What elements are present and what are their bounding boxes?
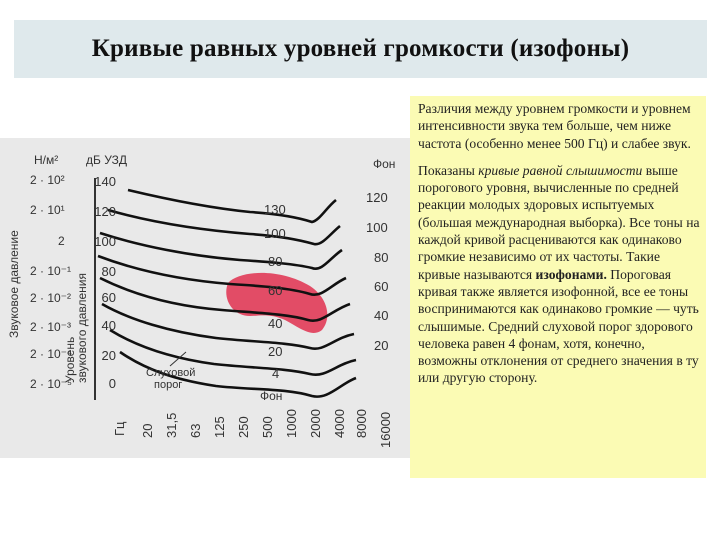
inner-phon-label: 60 bbox=[268, 283, 282, 298]
isophone-chart: Н/м² 2 · 10² 2 · 10¹ 2 2 · 10⁻¹ 2 · 10⁻²… bbox=[7, 153, 395, 448]
freq-tick: 500 bbox=[260, 416, 275, 438]
curve-110 bbox=[107, 208, 341, 246]
inner-phon-label: 40 bbox=[268, 316, 282, 331]
db-tick: 0 bbox=[109, 376, 116, 391]
curve-threshold bbox=[119, 350, 357, 398]
phon-top-label: Фон bbox=[373, 157, 395, 171]
freq-tick: 250 bbox=[236, 416, 251, 438]
threshold-label-1: Слуховой bbox=[146, 367, 195, 379]
freq-ticks: 20 31,5 63 125 250 500 1000 2000 4000 80… bbox=[140, 409, 393, 448]
db-tick: 60 bbox=[102, 290, 116, 305]
pressure-tick: 2 · 10⁻⁵ bbox=[30, 377, 72, 391]
db-tick: 80 bbox=[102, 264, 116, 279]
inner-phon-labels: 130 100 80 60 40 20 4 bbox=[264, 202, 286, 381]
curve-90 bbox=[99, 231, 343, 270]
right-phon-label: 120 bbox=[366, 190, 388, 205]
explanation-note: Различия между уровнем громкости и уровн… bbox=[410, 96, 706, 478]
pressure-ticks: 2 · 10² 2 · 10¹ 2 2 · 10⁻¹ 2 · 10⁻² 2 · … bbox=[30, 173, 72, 391]
p2-italic: кривые равной слышимости bbox=[478, 162, 643, 178]
inner-phon-label: 4 bbox=[272, 366, 279, 381]
freq-tick: 16000 bbox=[378, 412, 393, 448]
freq-tick: 31,5 bbox=[164, 413, 179, 438]
pressure-tick: 2 · 10⁻² bbox=[30, 291, 71, 305]
pressure-tick: 2 · 10⁻⁴ bbox=[30, 347, 72, 361]
db-tick: 20 bbox=[102, 348, 116, 363]
inner-phon-label: 80 bbox=[268, 254, 282, 269]
inner-phon-label: 130 bbox=[264, 202, 286, 217]
title-band: Кривые равных уровней громкости (изофоны… bbox=[14, 20, 707, 78]
threshold-label-2: порог bbox=[154, 379, 182, 391]
phon-bottom-label: Фон bbox=[260, 389, 282, 403]
p2-end: Пороговая кривая также является изофонно… bbox=[418, 266, 699, 386]
freq-tick: 8000 bbox=[354, 409, 369, 438]
y-title-pressure: Звуковое давление bbox=[7, 230, 21, 338]
curve-50 bbox=[99, 276, 351, 322]
right-phon-label: 60 bbox=[374, 279, 388, 294]
y-title-level-1: Уровень bbox=[63, 337, 77, 383]
intensity-unit: дБ УЗД bbox=[86, 153, 127, 167]
p2-start: Показаны bbox=[418, 162, 479, 178]
pressure-tick: 2 · 10⁻³ bbox=[30, 320, 71, 334]
pressure-tick: 2 · 10² bbox=[30, 173, 65, 187]
pressure-tick: 2 bbox=[58, 234, 65, 248]
freq-tick: 20 bbox=[140, 424, 155, 438]
note-paragraph-2: Показаны кривые равной слышимости выше п… bbox=[418, 162, 700, 387]
pressure-tick: 2 · 10¹ bbox=[30, 203, 65, 217]
inner-phon-label: 20 bbox=[268, 344, 282, 359]
p2-middle: выше порогового уровня, вычисленные по с… bbox=[418, 162, 700, 282]
right-phon-label: 100 bbox=[366, 220, 388, 235]
freq-tick: 4000 bbox=[332, 409, 347, 438]
isophone-figure: Н/м² 2 · 10² 2 · 10¹ 2 2 · 10⁻¹ 2 · 10⁻²… bbox=[0, 138, 410, 458]
isophone-curves bbox=[97, 188, 357, 398]
db-tick: 40 bbox=[102, 318, 116, 333]
curve-30 bbox=[101, 302, 355, 350]
y-title-level-2: звукового давления bbox=[75, 273, 89, 383]
slide-title: Кривые равных уровней громкости (изофоны… bbox=[91, 35, 630, 62]
right-phon-label: 80 bbox=[374, 250, 388, 265]
inner-phon-label: 100 bbox=[264, 226, 286, 241]
db-tick: 100 bbox=[94, 234, 116, 249]
note-paragraph-1: Различия между уровнем громкости и уровн… bbox=[418, 101, 691, 151]
freq-tick: 125 bbox=[212, 416, 227, 438]
p2-bold: изофонами. bbox=[535, 266, 607, 282]
right-phon-label: 40 bbox=[374, 308, 388, 323]
db-ticks: 140 120 100 80 60 40 20 0 bbox=[94, 174, 116, 391]
right-phon-label: 20 bbox=[374, 338, 388, 353]
threshold-pointer bbox=[169, 351, 187, 367]
freq-tick: 1000 bbox=[284, 409, 299, 438]
pressure-tick: 2 · 10⁻¹ bbox=[30, 264, 71, 278]
curve-130 bbox=[127, 188, 337, 224]
pressure-unit: Н/м² bbox=[34, 153, 58, 167]
freq-tick: 63 bbox=[188, 424, 203, 438]
curve-10 bbox=[109, 328, 357, 377]
curve-70 bbox=[97, 254, 347, 296]
right-phon-labels: 120 100 80 60 40 20 bbox=[366, 190, 388, 353]
freq-tick: 2000 bbox=[308, 409, 323, 438]
db-tick: 120 bbox=[94, 204, 116, 219]
freq-unit: Гц bbox=[112, 421, 127, 436]
db-tick: 140 bbox=[94, 174, 116, 189]
